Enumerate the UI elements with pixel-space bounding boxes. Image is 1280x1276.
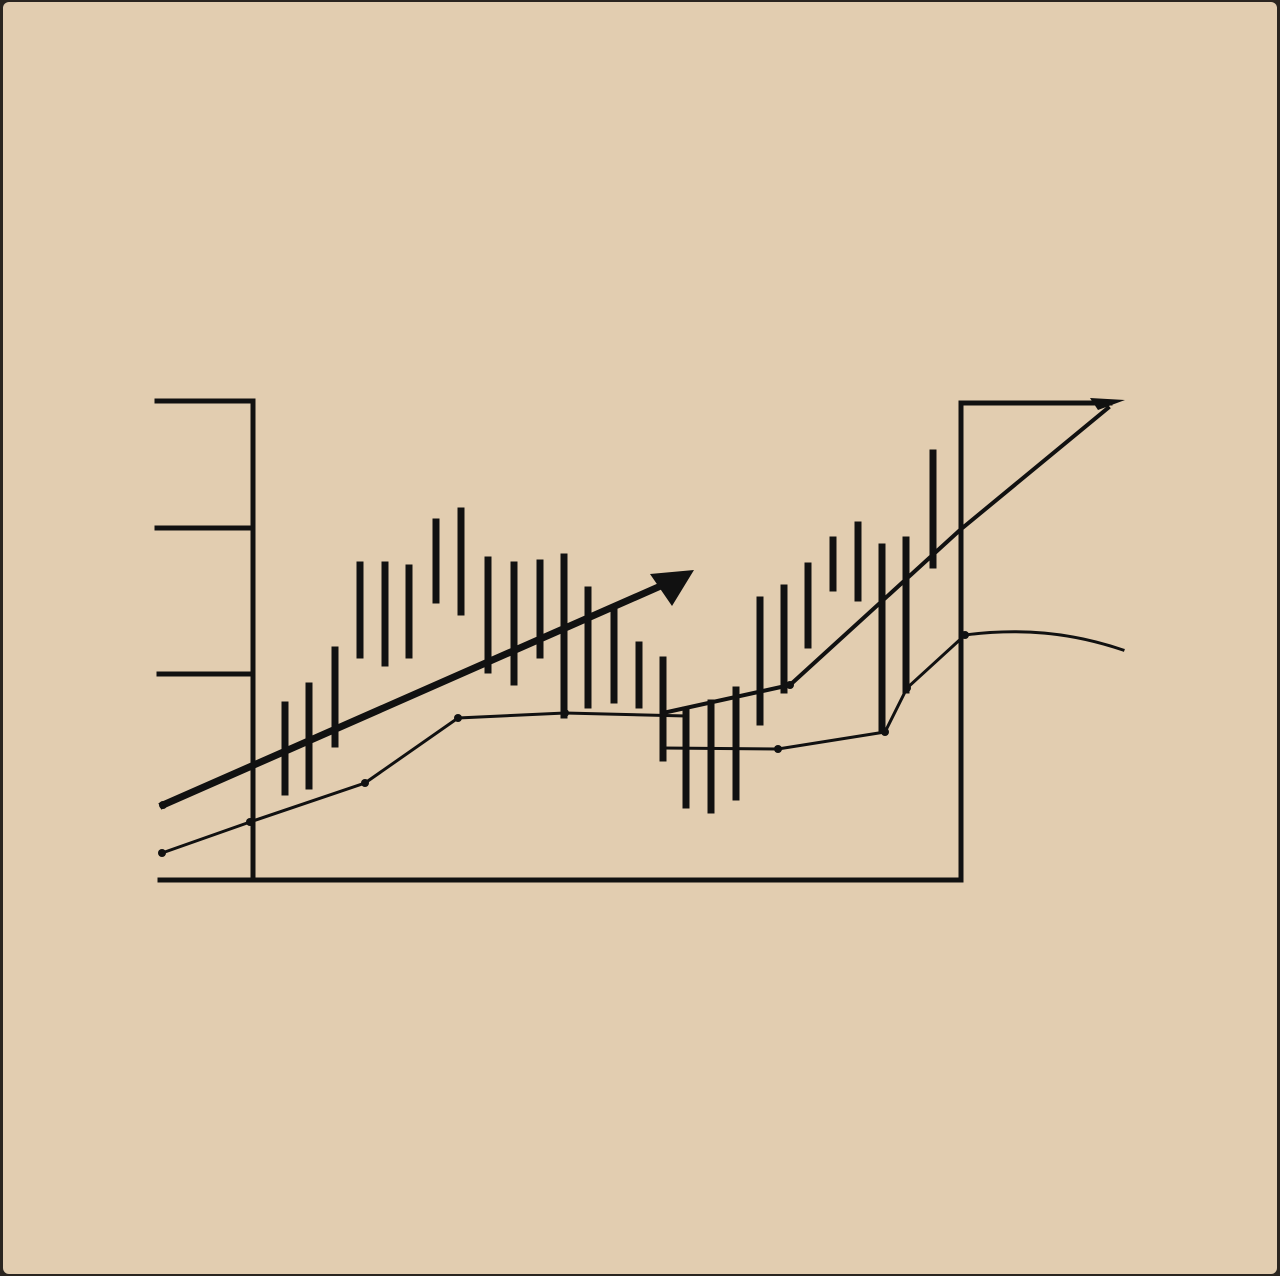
frame-arrowhead <box>1090 398 1125 410</box>
point <box>454 714 462 722</box>
background <box>3 2 1277 1274</box>
point <box>774 745 782 753</box>
point <box>786 681 794 689</box>
trend-arrowhead <box>650 570 694 606</box>
right-frame <box>157 400 1113 883</box>
trend-line <box>660 405 1111 716</box>
line <box>160 711 687 855</box>
point <box>158 849 166 857</box>
point <box>361 779 369 787</box>
point <box>159 801 167 809</box>
left-frame <box>154 398 256 883</box>
bars <box>281 449 937 814</box>
point <box>246 818 254 826</box>
point <box>961 631 969 639</box>
line <box>661 630 1125 751</box>
